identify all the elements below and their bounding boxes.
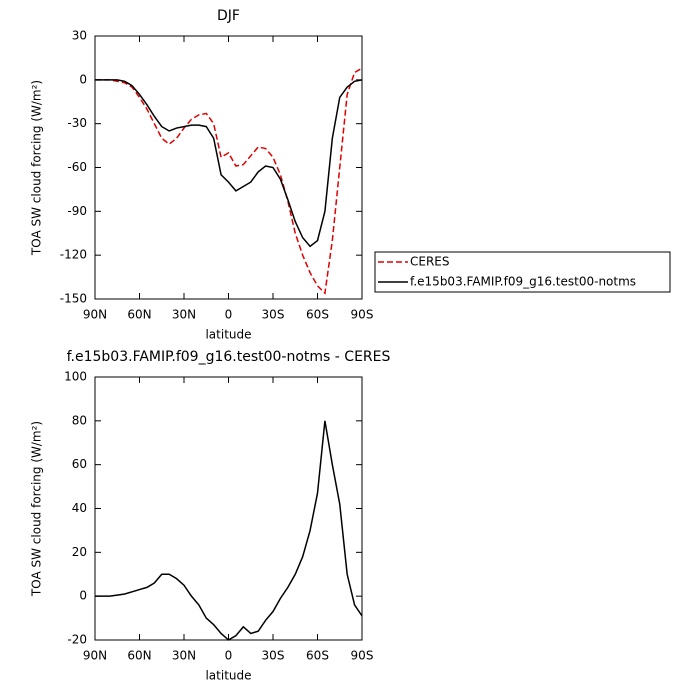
y-tick-label: 30 <box>72 29 87 43</box>
x-tick-label: 90S <box>351 649 374 663</box>
x-axis-label: latitude <box>205 669 251 683</box>
y-tick-label: 0 <box>79 72 87 86</box>
plot-frame <box>94 35 363 300</box>
x-tick-label: 60N <box>127 308 151 322</box>
y-axis-label: TOA SW cloud forcing (W/m²) <box>30 421 44 597</box>
y-tick-label: -120 <box>60 248 87 262</box>
x-tick-label: 0 <box>225 649 233 663</box>
x-tick-label: 60N <box>127 649 151 663</box>
y-tick-label: -20 <box>67 633 87 647</box>
y-tick-label: 40 <box>72 501 87 515</box>
y-tick-label: 80 <box>72 413 87 427</box>
y-tick-label: -60 <box>67 160 87 174</box>
data-line <box>95 67 363 295</box>
chart-title: f.e15b03.FAMIP.f09_g16.test00-notms - CE… <box>67 349 391 365</box>
x-tick-label: 0 <box>225 308 233 322</box>
chart-title: DJF <box>217 8 240 24</box>
x-tick-label: 60S <box>306 649 329 663</box>
x-tick-label: 90N <box>83 649 107 663</box>
y-tick-label: 100 <box>64 370 87 384</box>
x-tick-label: 30N <box>172 308 196 322</box>
legend-label: f.e15b03.FAMIP.f09_g16.test00-notms <box>410 275 636 289</box>
x-tick-label: 90S <box>351 308 374 322</box>
data-line <box>95 420 363 641</box>
y-axis-label: TOA SW cloud forcing (W/m²) <box>30 80 44 256</box>
y-tick-label: -150 <box>60 292 87 306</box>
y-tick-label: 0 <box>79 589 87 603</box>
x-tick-label: 30N <box>172 649 196 663</box>
data-line <box>95 79 363 248</box>
x-tick-label: 60S <box>306 308 329 322</box>
y-tick-label: -90 <box>67 204 87 218</box>
legend-label: CERES <box>410 255 450 269</box>
y-tick-label: 20 <box>72 545 87 559</box>
x-tick-label: 90N <box>83 308 107 322</box>
legend-box <box>374 251 671 293</box>
y-tick-label: -30 <box>67 116 87 130</box>
y-tick-label: 60 <box>72 457 87 471</box>
plot-frame <box>94 376 363 641</box>
x-tick-label: 30S <box>262 308 285 322</box>
x-axis-label: latitude <box>205 328 251 342</box>
x-tick-label: 30S <box>262 649 285 663</box>
